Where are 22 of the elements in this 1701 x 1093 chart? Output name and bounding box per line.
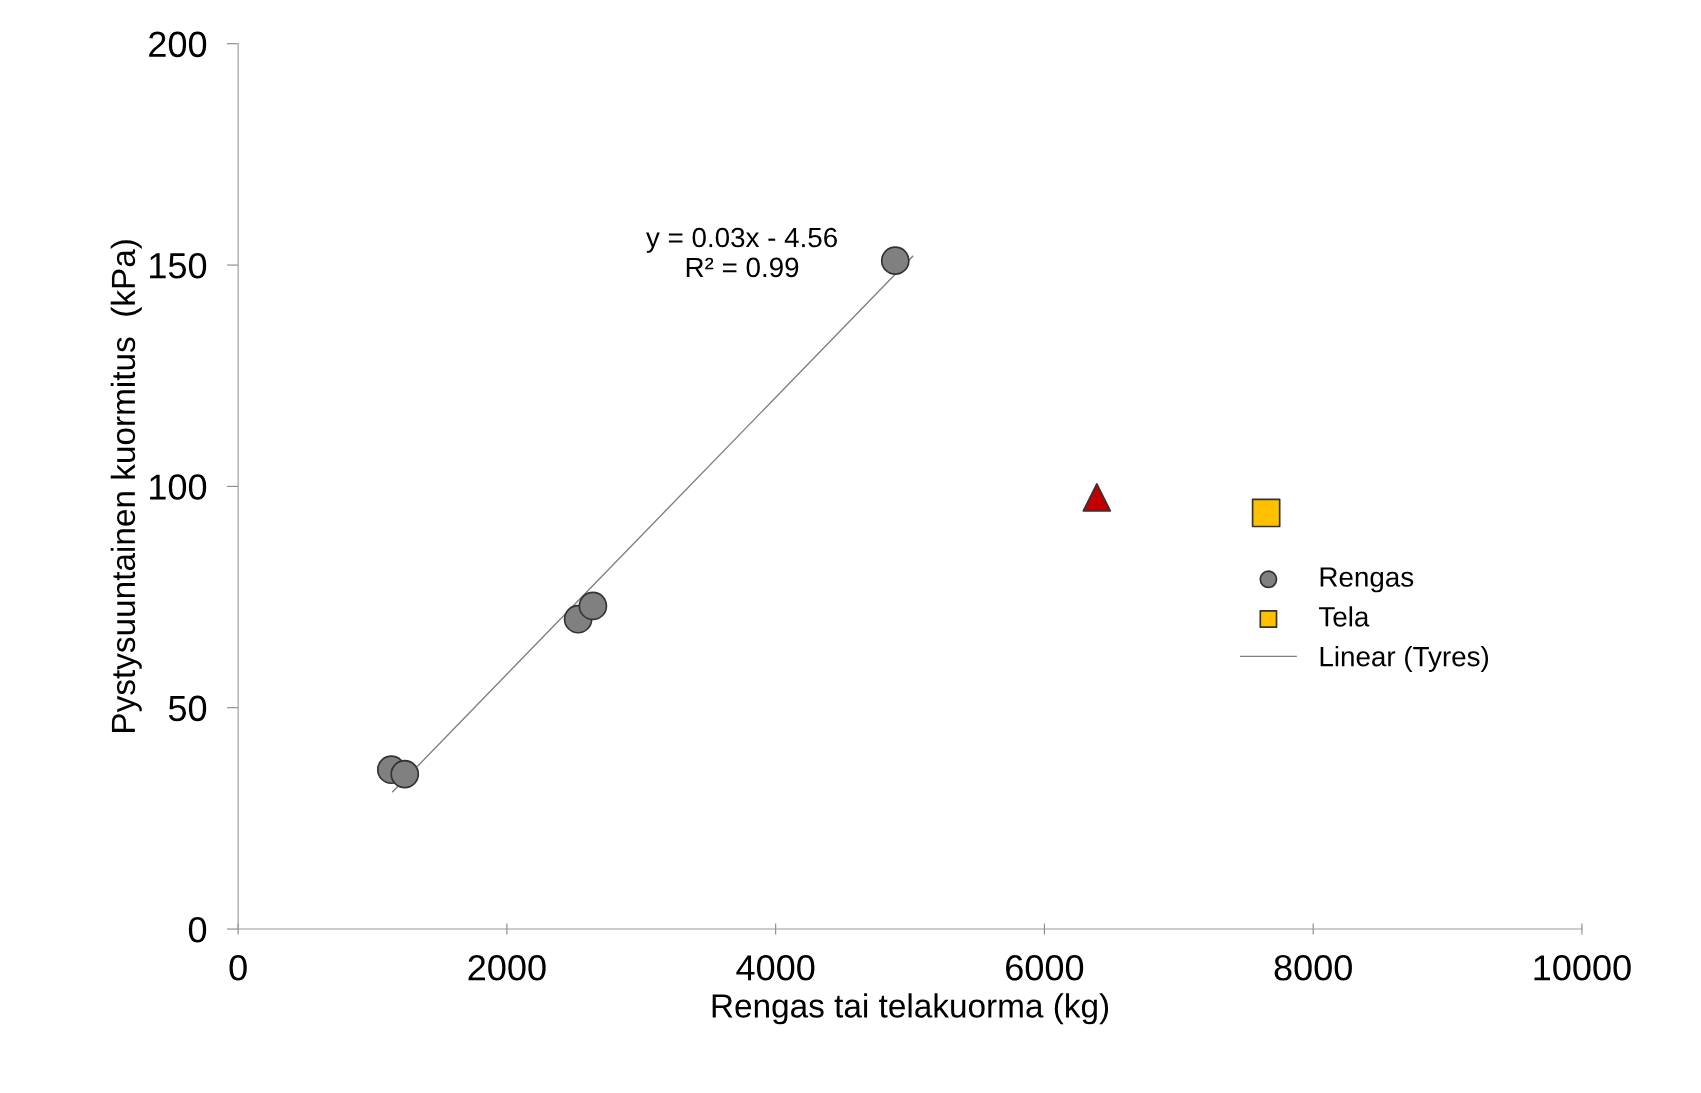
point <box>880 246 910 275</box>
x-tick-label: 8000 <box>1274 955 1352 981</box>
point <box>1251 498 1281 528</box>
x-tick-label: 6000 <box>1006 955 1084 981</box>
y-tick-label: 50 <box>168 695 207 722</box>
x-axis-title: Rengas tai telakuorma (kg) <box>712 993 1109 1025</box>
y-tick-label: 100 <box>150 474 207 500</box>
y-tick-label: 150 <box>150 252 207 279</box>
y-tick-label: 0 <box>188 916 207 943</box>
legend-label: Linear (Tyres) <box>1320 646 1489 672</box>
x-tick-label: 4000 <box>736 955 815 981</box>
y-tick-label: 200 <box>149 31 207 58</box>
y-axis-title: Pystysuuntainen kuormitus (kPa) <box>110 240 142 732</box>
point <box>578 591 608 621</box>
annotation: y = 0.03x - 4.56 R² = 0.99 <box>646 227 837 278</box>
x-tick-label: 10000 <box>1534 955 1631 981</box>
legend-label: Tela <box>1319 606 1370 627</box>
x-tick-label: 2000 <box>468 955 546 981</box>
point <box>1082 483 1112 512</box>
x-tick-label: 0 <box>229 955 247 981</box>
legend-label: Rengas <box>1320 567 1414 593</box>
point <box>390 759 420 789</box>
